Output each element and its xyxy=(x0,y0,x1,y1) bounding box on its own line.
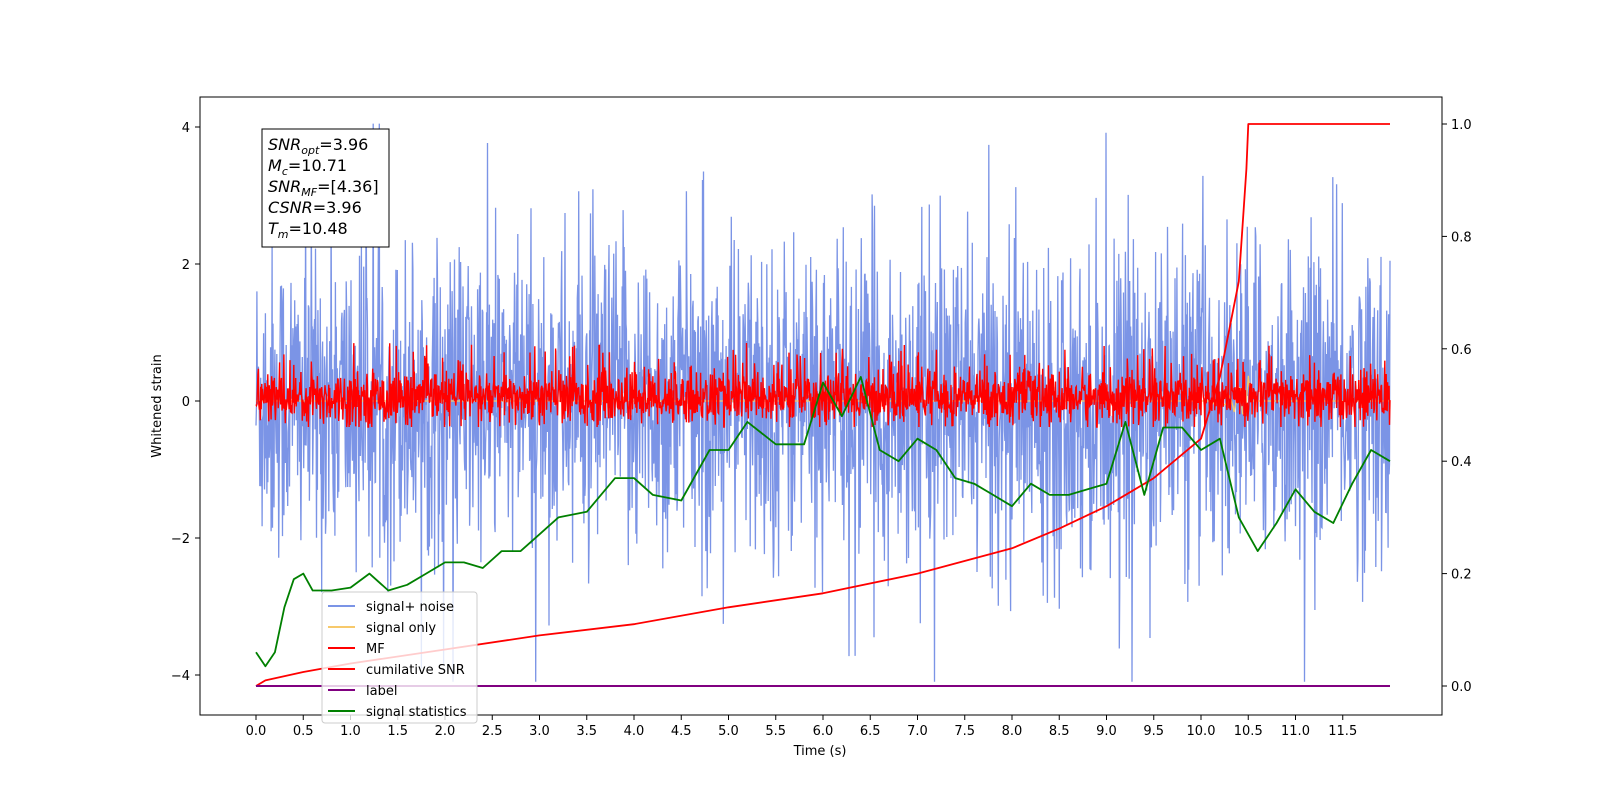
x-tick-label: 4.5 xyxy=(671,724,692,739)
x-tick-label: 6.0 xyxy=(813,724,834,739)
annotation-value: =10.71 xyxy=(288,156,347,175)
annotation-frame xyxy=(261,128,390,248)
series-signal-statistics xyxy=(255,375,1391,668)
legend-label-cumulative-snr: cumilative SNR xyxy=(366,663,465,678)
x-tick-label: 6.5 xyxy=(860,724,881,739)
annotation-subscript: c xyxy=(282,165,288,178)
annotation-subscript: MF xyxy=(301,186,317,199)
legend-label-signal-statistics: signal statistics xyxy=(366,705,467,720)
annotation-line: SNRMF=[4.36] xyxy=(268,177,379,199)
y-tick-label: 4 xyxy=(182,121,190,136)
legend-label-signal-noise: signal+ noise xyxy=(366,600,454,615)
annotation-line: CSNR=3.96 xyxy=(268,198,362,217)
annotation-line: Mc=10.71 xyxy=(268,156,347,178)
y2-tick-label: 0.6 xyxy=(1451,343,1472,358)
y-axis-label: Whitened strain xyxy=(150,354,165,457)
x-tick-label: 8.5 xyxy=(1049,724,1070,739)
x-tick-label: 1.5 xyxy=(387,724,408,739)
annotation-value: =10.48 xyxy=(289,219,348,238)
x-tick-label: 0.5 xyxy=(293,724,314,739)
x-tick-label: 2.5 xyxy=(482,724,503,739)
annotation-value: =[4.36] xyxy=(317,177,379,196)
x-tick-label: 3.0 xyxy=(529,724,550,739)
series-signal-noise xyxy=(255,123,1391,682)
y2-tick-label: 0.8 xyxy=(1451,230,1472,245)
x-tick-label: 4.0 xyxy=(624,724,645,739)
x-tick-label: 11.5 xyxy=(1328,724,1357,739)
y2-tick-label: 1.0 xyxy=(1451,118,1472,133)
annotation-subscript: m xyxy=(278,228,289,241)
y-axis-right: 1.0 0.8 0.6 0.4 0.2 0.0 xyxy=(1442,118,1472,695)
x-tick-label: 7.0 xyxy=(907,724,928,739)
legend-label-label: label xyxy=(366,684,397,699)
x-tick-label: 9.0 xyxy=(1096,724,1117,739)
annotation-symbol: CSNR xyxy=(268,198,313,217)
x-tick-label: 11.0 xyxy=(1281,724,1310,739)
y2-tick-label: 0.0 xyxy=(1451,680,1472,695)
legend-frame xyxy=(321,591,478,724)
annotation-line: SNRopt=3.96 xyxy=(268,135,368,157)
x-tick-label: 5.5 xyxy=(765,724,786,739)
y-axis-left: 4 2 0 −2 −4 xyxy=(171,121,200,684)
x-tick-label: 7.5 xyxy=(954,724,975,739)
x-tick-label: 8.0 xyxy=(1002,724,1023,739)
annotation-symbol: M xyxy=(268,156,282,175)
x-tick-label: 1.0 xyxy=(340,724,361,739)
annotation-symbol: SNR xyxy=(268,135,301,154)
annotation-line: Tm=10.48 xyxy=(268,219,348,241)
annotation-value: =3.96 xyxy=(313,198,362,217)
x-tick-label: 10.5 xyxy=(1234,724,1263,739)
x-tick-label: 9.5 xyxy=(1143,724,1164,739)
y-tick-label: −2 xyxy=(171,532,190,547)
legend-label-mf: MF xyxy=(366,642,385,657)
y-tick-label: 2 xyxy=(182,258,190,273)
y-tick-label: −4 xyxy=(171,669,190,684)
x-axis-label: Time (s) xyxy=(793,744,847,759)
annotation-value: =3.96 xyxy=(319,135,368,154)
y2-tick-label: 0.4 xyxy=(1451,455,1472,470)
y-tick-label: 0 xyxy=(182,395,190,410)
annotation-symbol: SNR xyxy=(268,177,301,196)
legend: signal+ noise signal only MF cumilative SNR… xyxy=(321,591,478,724)
plot-frame xyxy=(199,96,1443,716)
stats-annotation-box: SNRopt=3.96Mc=10.71SNRMF=[4.36]CSNR=3.96… xyxy=(261,128,390,248)
x-axis: 0.0 0.5 1.0 1.5 2.0 2.5 3.0 3.5 4.0 4.5 5.0 5.5 6.0 6… xyxy=(246,715,1357,739)
annotation-symbol: T xyxy=(268,219,279,238)
x-tick-label: 10.0 xyxy=(1187,724,1216,739)
x-tick-label: 5.0 xyxy=(718,724,739,739)
legend-label-signal-only: signal only xyxy=(366,621,436,636)
x-tick-label: 2.0 xyxy=(435,724,456,739)
y2-tick-label: 0.2 xyxy=(1451,568,1472,583)
x-tick-label: 3.5 xyxy=(576,724,597,739)
annotation-subscript: opt xyxy=(301,144,320,157)
x-tick-label: 0.0 xyxy=(246,724,267,739)
